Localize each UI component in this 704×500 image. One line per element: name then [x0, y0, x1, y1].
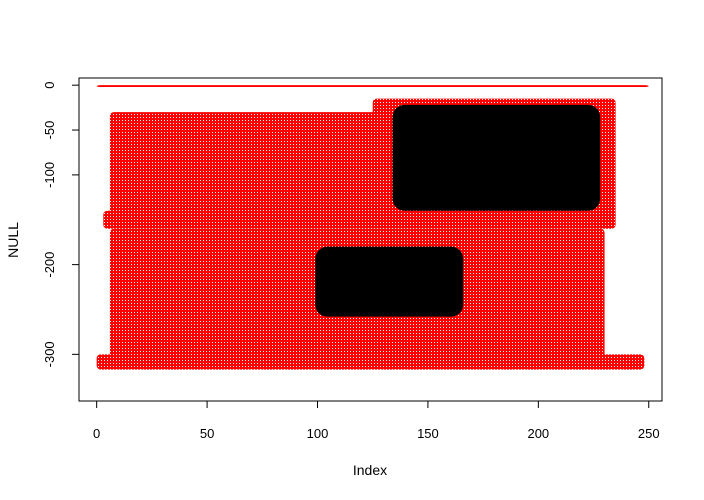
y-axis-title: NULL [5, 222, 21, 258]
point-cluster-1-0 [392, 104, 601, 211]
x-axis: 0 50 100 150 200 250 [93, 400, 660, 441]
data-layer [96, 85, 649, 370]
x-tick-label: 0 [93, 426, 100, 441]
y-tick-label: 0 [42, 82, 57, 89]
y-tick-label: -200 [42, 252, 57, 278]
point-cluster-0-1 [109, 112, 384, 216]
y-tick-label: -50 [42, 121, 57, 140]
x-tick-label: 50 [200, 426, 214, 441]
x-tick-label: 200 [527, 426, 549, 441]
y-tick-label: -300 [42, 341, 57, 367]
point-cluster-0-4 [96, 354, 645, 370]
point-cluster-1-1 [315, 246, 464, 317]
point-cluster-0-0 [96, 85, 649, 87]
y-axis: 0 -50 -100 -200 -300 [42, 82, 80, 367]
x-tick-label: 150 [417, 426, 439, 441]
y-tick-label: -100 [42, 162, 57, 188]
x-axis-title: Index [353, 462, 387, 478]
x-tick-label: 250 [638, 426, 660, 441]
x-tick-label: 100 [307, 426, 329, 441]
